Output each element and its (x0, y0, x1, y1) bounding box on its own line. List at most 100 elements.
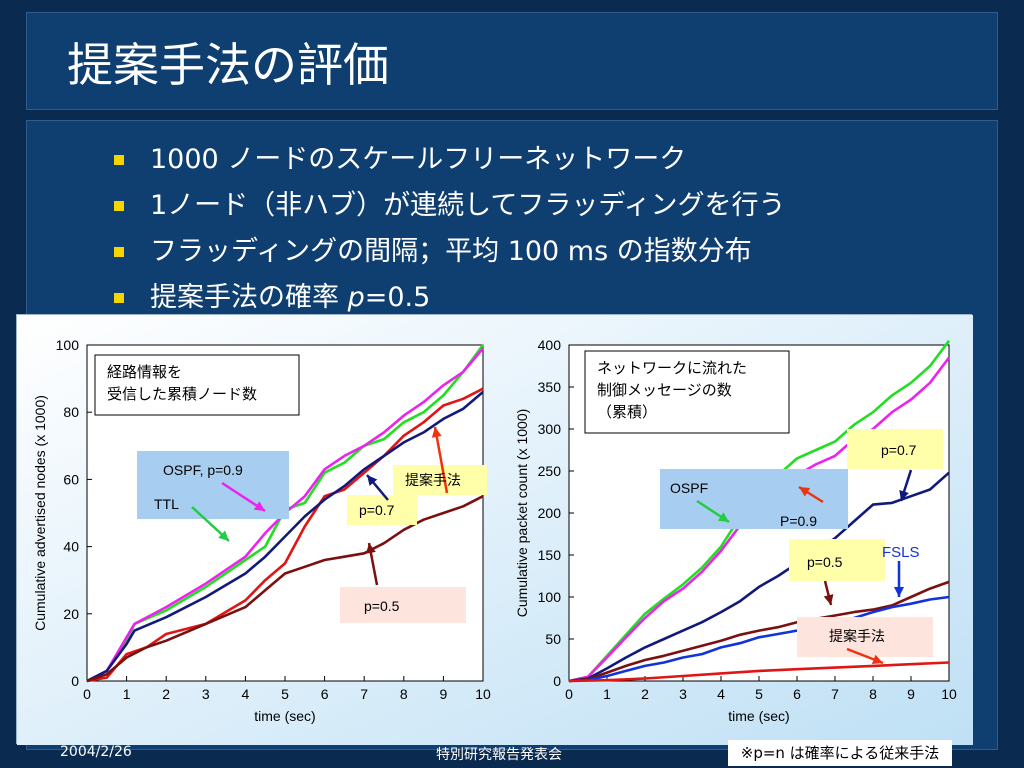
x-tick-label: 6 (321, 686, 329, 702)
description-line: （累積） (597, 404, 657, 421)
bullet-item: 提案手法の確率 p=0.5 (110, 278, 785, 324)
y-tick-label: 100 (56, 337, 80, 353)
footer-date: 2004/2/26 (60, 744, 132, 760)
annotation-label: TTL (154, 496, 179, 512)
annotation-label: p=0.7 (881, 442, 917, 458)
x-tick-label: 8 (400, 686, 408, 702)
bullet-text: 1ノード（非ハブ）が連続してフラッディングを行う (150, 190, 786, 221)
series-line-4 (86, 391, 484, 683)
annotation-box (347, 495, 417, 525)
x-tick-label: 3 (679, 686, 687, 702)
annotation-arrow (433, 426, 449, 494)
bullet-marker-icon (114, 155, 124, 165)
annotation-box (789, 539, 885, 581)
x-tick-label: 8 (869, 686, 877, 702)
bullet-marker-icon (114, 293, 124, 303)
y-tick-label: 0 (71, 673, 79, 689)
annotation-box (797, 617, 933, 657)
charts-panel: 0 1 2 3 4 5 6 7 8 9 10 0 20 40 60 80 100 time (sec) Cumula… (16, 314, 973, 745)
x-tick-label: 7 (360, 686, 368, 702)
arrowhead-icon (894, 587, 904, 597)
arrowhead-icon (899, 489, 909, 501)
description-line: 経路情報を (107, 364, 182, 381)
description-line: ネットワークに流れた (597, 360, 747, 377)
arrowhead-icon (218, 530, 229, 541)
description-box (584, 350, 790, 434)
x-axis-label: time (sec) (728, 708, 789, 724)
annotation-box (137, 451, 289, 519)
arrowhead-icon (431, 427, 442, 438)
title-bar: 提案手法の評価 (26, 12, 998, 110)
x-axis-label: time (sec) (254, 708, 315, 724)
arrowhead-icon (871, 654, 883, 665)
x-tick-label: 3 (202, 686, 210, 702)
x-tick-label: 10 (475, 686, 491, 702)
x-tick-label: 2 (162, 686, 170, 702)
series-line-3 (568, 471, 950, 683)
footer-event: 特別研究報告発表会 (436, 747, 562, 763)
y-tick-label: 200 (538, 505, 562, 521)
arrowhead-icon (799, 487, 811, 497)
series-line-4 (568, 580, 950, 683)
annotation-label: 提案手法 (405, 472, 461, 488)
description-box (94, 354, 300, 416)
x-tick-label: 9 (907, 686, 915, 702)
annotation-label: 提案手法 (829, 628, 885, 644)
y-tick-label: 250 (538, 463, 562, 479)
annotation-box (847, 429, 943, 469)
arrowhead-icon (717, 512, 729, 522)
y-tick-label: 300 (538, 421, 562, 437)
x-tick-label: 4 (242, 686, 250, 702)
annotation-label: FSLS (882, 544, 920, 561)
arrowhead-icon (253, 501, 265, 511)
arrowhead-icon (367, 475, 378, 486)
y-tick-label: 0 (553, 673, 561, 689)
page-title: 提案手法の評価 (67, 38, 389, 92)
series-line-2 (86, 347, 484, 683)
bullet-text: 1000 ノードのスケールフリーネットワーク (150, 144, 687, 175)
bullet-text-after: =0.5 (364, 282, 431, 313)
x-tick-label: 5 (755, 686, 763, 702)
y-tick-label: 100 (538, 589, 562, 605)
x-tick-label: 1 (123, 686, 131, 702)
bullet-marker-icon (114, 247, 124, 257)
annotation-label: P=0.9 (780, 513, 817, 529)
annotation-label: OSPF, p=0.9 (163, 462, 243, 478)
arrowhead-icon (365, 543, 376, 554)
x-tick-label: 6 (793, 686, 801, 702)
y-tick-label: 80 (63, 404, 79, 420)
bullet-item: フラッディングの間隔；平均 100 ms の指数分布 (110, 232, 785, 278)
bullet-text: フラッディングの間隔；平均 100 ms の指数分布 (150, 236, 752, 267)
x-tick-label: 7 (831, 686, 839, 702)
bullet-text-italic: p (347, 282, 365, 313)
annotation-label: OSPF (670, 480, 708, 496)
y-axis-label: Cumulative packet count (x 1000) (514, 409, 530, 618)
annotation-label: p=0.5 (807, 554, 843, 570)
footer-note: ※p=n は確率による従来手法 (728, 740, 952, 766)
series-line-6 (568, 661, 950, 683)
x-tick-label: 5 (281, 686, 289, 702)
y-tick-label: 20 (63, 606, 79, 622)
y-tick-label: 50 (545, 631, 561, 647)
annotation-box (340, 587, 466, 623)
bullet-text-before: 提案手法の確率 (150, 282, 348, 313)
bullet-item: 1000 ノードのスケールフリーネットワーク (110, 140, 785, 186)
bullet-list: 1000 ノードのスケールフリーネットワーク 1ノード（非ハブ）が連続してフラッ… (110, 140, 785, 324)
series-line-5 (86, 495, 484, 683)
annotation-box (393, 465, 487, 495)
x-tick-label: 9 (440, 686, 448, 702)
y-tick-label: 40 (63, 539, 79, 555)
bullet-item: 1ノード（非ハブ）が連続してフラッディングを行う (110, 186, 785, 232)
y-tick-label: 350 (538, 379, 562, 395)
y-axis-label: Cumulative advertised nodes (x 1000) (32, 395, 48, 631)
x-tick-label: 0 (83, 686, 91, 702)
annotation-label: p=0.7 (359, 502, 395, 518)
y-tick-label: 400 (538, 337, 562, 353)
chart-2: 0 1 2 3 4 5 6 7 8 9 10050100150200250300350400time… (514, 337, 957, 724)
arrowhead-icon (823, 594, 834, 605)
description-line: 受信した累積ノード数 (107, 386, 257, 403)
bullet-marker-icon (114, 201, 124, 211)
x-tick-label: 0 (565, 686, 573, 702)
